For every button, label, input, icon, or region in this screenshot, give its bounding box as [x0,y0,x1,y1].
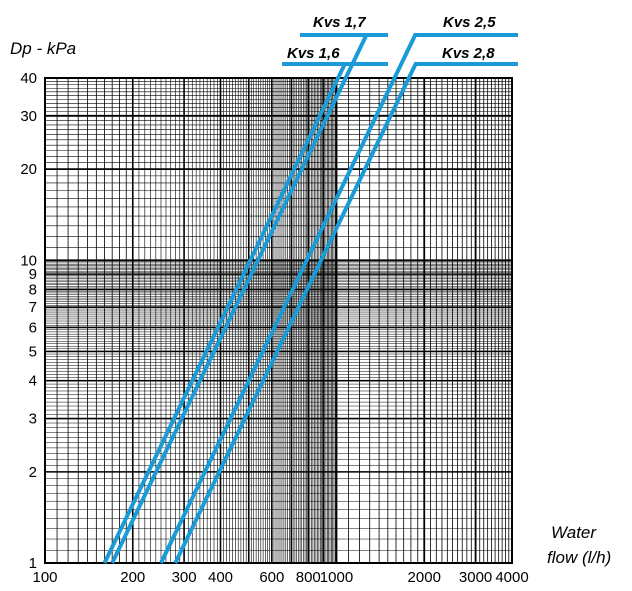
y-tick-label: 20 [20,161,37,178]
series-label: Kvs 2,5 [443,14,496,31]
y-tick-label: 1 [29,555,37,572]
x-tick-label: 400 [208,569,233,586]
x-tick-label: 300 [172,569,197,586]
x-axis-title-line1: Water [551,523,597,542]
series-label: Kvs 1,7 [313,14,366,31]
y-tick-label: 8 [29,282,37,299]
y-tick-label: 6 [29,319,37,336]
chart-series [102,33,518,564]
series-label: Kvs 1,6 [287,45,340,62]
plot-frame [44,77,513,564]
series-line [102,62,388,564]
y-tick-label: 3 [29,411,37,428]
x-tick-label: 800 [296,569,321,586]
x-axis-title-line2: flow (l/h) [547,548,611,567]
x-tick-label: 600 [259,569,284,586]
y-tick-label: 2 [29,464,37,481]
y-tick-label: 9 [29,266,37,283]
x-tick-label: 3000 [459,569,492,586]
x-tick-label: 200 [120,569,145,586]
chart-tick-labels: 100 200 300 400 600 800 1000 2000 3000 4000 1 2 3 4 5 6… [20,70,528,586]
x-tick-label: 100 [32,569,57,586]
y-tick-label: 10 [20,252,37,269]
x-tick-label: 2000 [408,569,441,586]
chart-series-labels: Kvs 1,6 Kvs 1,7 Kvs 2,5 Kvs 2,8 [287,14,496,62]
y-tick-label: 4 [29,373,37,390]
y-tick-label: 30 [20,108,37,125]
x-tick-label: 1000 [320,569,353,586]
y-tick-label: 5 [29,343,37,360]
y-tick-label: 40 [20,70,37,87]
series-label: Kvs 2,8 [442,45,495,62]
x-tick-label: 4000 [495,569,528,586]
series-line [110,33,388,564]
y-tick-label: 7 [29,299,37,316]
y-axis-title: Dp - kPa [10,39,76,58]
chart-grid [44,77,513,564]
